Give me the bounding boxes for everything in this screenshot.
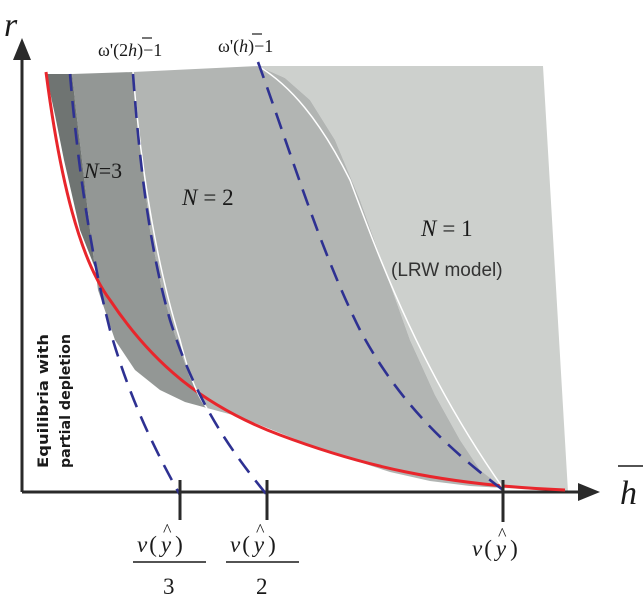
partial-line1: Equilibria with — [36, 334, 52, 468]
tick-half-hat: ^ — [256, 520, 265, 540]
label-omega-2h-prefix: ω'(2 — [98, 40, 128, 61]
region-dark-area — [46, 74, 95, 268]
label-omega-h: ω'(h)−1 — [218, 36, 273, 57]
y-axis-arrow — [13, 38, 31, 60]
x-axis-label: h — [618, 465, 643, 512]
tick-half-num: v(y) — [230, 532, 276, 557]
tick-label-half: v(y) ^ 2 — [226, 520, 299, 599]
tick-full-var: y — [494, 536, 507, 561]
region-n2-var: N — [181, 185, 199, 210]
x-axis-arrow — [578, 483, 600, 501]
y-axis-label: r — [4, 7, 18, 44]
region-n1-eq: = 1 — [442, 216, 472, 241]
tick-label-third: v(y) ^ 3 — [133, 520, 206, 599]
region-n3-var: N — [83, 158, 100, 183]
label-omega-2h: ω'(2h)−1 — [98, 40, 162, 61]
tick-third-num: v(y) — [137, 532, 183, 557]
tick-half-close: ) — [268, 532, 276, 557]
curve-omega-h — [256, 61, 504, 492]
partial-depletion-boundary — [44, 71, 566, 492]
label-omega-h-prefix: ω'( — [218, 36, 239, 57]
region-n3-eq: =3 — [99, 158, 122, 183]
region-n1-var: N — [420, 216, 438, 241]
label-omega-h-var: h — [239, 36, 248, 56]
tick-full-close: ) — [510, 536, 518, 561]
tick-third-var: y — [159, 532, 172, 557]
x-ticks — [178, 480, 505, 522]
tick-full-open: ( — [484, 536, 492, 561]
curve-third — [68, 73, 182, 496]
partial-line2: partial depletion — [58, 334, 74, 468]
region-n3-label: N=3 — [83, 158, 122, 183]
tick-half-den: 2 — [256, 574, 268, 599]
tick-half-open: ( — [242, 532, 250, 557]
region-n2-eq: = 2 — [203, 185, 233, 210]
region-n3-area — [72, 72, 207, 408]
tick-half-v: v — [230, 532, 241, 557]
tick-full-text: v(y) — [472, 536, 518, 561]
tick-full-v: v — [472, 536, 483, 561]
tick-third-v: v — [137, 532, 148, 557]
region-n1-sublabel: (LRW model) — [391, 260, 503, 281]
tick-third-den: 3 — [163, 574, 175, 599]
tick-full-hat: ^ — [498, 524, 507, 544]
curve-omega-2h — [131, 73, 269, 496]
tick-third-open: ( — [149, 532, 157, 557]
region-n2-area — [133, 66, 503, 488]
region-n2-label: N = 2 — [181, 185, 234, 210]
label-omega-h-suffix: )−1 — [248, 36, 273, 57]
dashed-curves — [68, 61, 504, 496]
tick-half-var: y — [252, 532, 265, 557]
tick-label-full: v(y) ^ — [472, 524, 518, 561]
label-omega-2h-suffix: )−1 — [137, 40, 162, 61]
label-omega-2h-var: h — [128, 40, 137, 60]
n1-left-edge — [257, 65, 504, 489]
region-n1-area — [258, 66, 568, 492]
tick-third-close: ) — [175, 532, 183, 557]
tick-third-hat: ^ — [163, 520, 172, 540]
x-axis-label-text: h — [620, 475, 637, 512]
axes — [20, 52, 583, 494]
partial-depletion-label: Equilibria with partial depletion — [36, 334, 74, 468]
region-n1-label: N = 1 — [420, 216, 473, 241]
